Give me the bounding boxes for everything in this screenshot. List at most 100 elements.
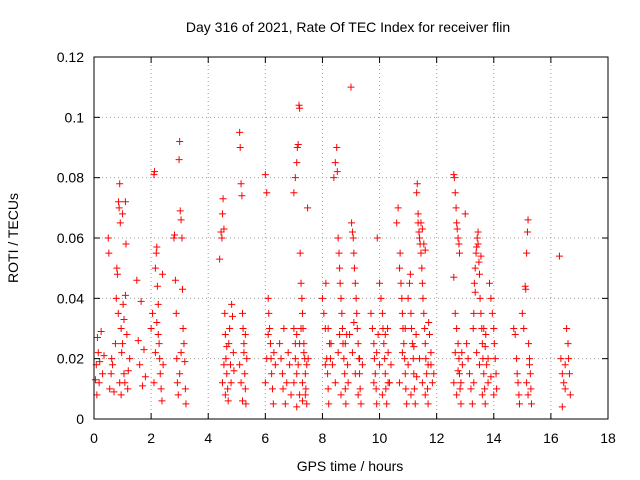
data-point-marker [93, 391, 101, 399]
data-point-marker [416, 234, 424, 242]
data-point-marker [156, 355, 164, 363]
data-point-marker [476, 294, 484, 302]
x-tick-label: 16 [543, 430, 559, 446]
data-point-marker [236, 361, 244, 369]
data-point-marker [514, 379, 522, 387]
data-point-marker [337, 294, 345, 302]
data-point-marker [109, 361, 117, 369]
data-point-marker [450, 379, 458, 387]
data-point-marker [398, 294, 406, 302]
data-point-marker [182, 400, 190, 408]
data-point-marker [453, 219, 461, 227]
data-point-marker [298, 309, 306, 317]
y-tick-label: 0.08 [57, 170, 84, 186]
data-point-marker [230, 367, 238, 375]
data-point-marker [491, 355, 499, 363]
data-point-marker [236, 128, 244, 136]
x-tick-label: 8 [319, 430, 327, 446]
data-point-marker [423, 370, 431, 378]
data-point-marker [298, 379, 306, 387]
data-point-marker [119, 300, 127, 308]
data-point-marker [526, 370, 534, 378]
data-point-marker [270, 349, 278, 357]
data-point-marker [333, 168, 341, 176]
data-point-marker [147, 325, 155, 332]
data-point-marker [324, 385, 332, 393]
data-point-marker [154, 300, 162, 308]
data-point-marker [473, 243, 481, 251]
data-point-marker [238, 309, 246, 317]
data-point-marker [296, 104, 304, 112]
data-point-marker [376, 279, 384, 287]
data-point-marker [221, 309, 229, 317]
data-point-marker [156, 370, 164, 378]
data-point-marker [151, 264, 159, 272]
data-points [91, 83, 574, 411]
data-point-marker [119, 340, 127, 348]
data-point-marker [97, 328, 105, 336]
data-point-marker [104, 234, 112, 242]
data-point-marker [523, 379, 531, 387]
x-tick-label: 14 [486, 430, 502, 446]
data-point-marker [454, 367, 462, 375]
data-point-marker [263, 355, 271, 363]
data-point-marker [96, 358, 104, 366]
data-point-marker [264, 294, 272, 302]
data-point-marker [410, 343, 418, 351]
axis-ticks: 0 2 4 6 8 10 12 14 16 18 0 0.02 0.04 0.06 0.08 0.1 0.12 [57, 49, 616, 446]
data-point-marker [410, 370, 418, 378]
data-point-marker [335, 249, 343, 257]
data-point-marker [354, 340, 362, 348]
data-point-marker [281, 400, 289, 408]
data-point-marker [488, 309, 496, 317]
data-point-marker [171, 276, 179, 284]
data-point-marker [348, 349, 356, 357]
data-point-marker [264, 331, 272, 339]
data-point-marker [421, 340, 429, 348]
data-point-marker [513, 355, 521, 363]
data-point-marker [159, 270, 167, 278]
data-point-marker [137, 297, 145, 305]
data-point-marker [178, 234, 186, 242]
data-point-marker [348, 219, 356, 227]
data-point-marker [381, 331, 389, 339]
data-point-marker [515, 400, 523, 408]
data-point-marker [381, 370, 389, 378]
data-point-marker [336, 264, 344, 272]
data-point-marker [334, 234, 342, 242]
data-point-marker [358, 361, 366, 369]
data-point-marker [170, 234, 178, 242]
y-tick-label: 0 [76, 411, 84, 427]
data-point-marker [171, 231, 179, 239]
data-point-marker [382, 385, 390, 393]
data-point-marker [338, 309, 346, 317]
data-point-marker [116, 219, 124, 227]
data-point-marker [265, 309, 273, 317]
data-point-marker [401, 355, 409, 363]
data-point-marker [304, 355, 312, 363]
data-point-marker [456, 370, 464, 378]
data-point-marker [396, 264, 404, 272]
data-point-marker [283, 379, 291, 387]
data-point-marker [261, 171, 269, 179]
data-point-marker [151, 349, 159, 357]
data-point-marker [297, 325, 305, 332]
data-point-marker [558, 403, 566, 411]
data-point-marker [461, 210, 469, 218]
data-point-marker [150, 171, 158, 179]
data-point-marker [158, 397, 166, 405]
data-point-marker [393, 219, 401, 227]
data-point-marker [240, 340, 248, 348]
data-point-marker [353, 309, 361, 317]
data-point-marker [374, 331, 382, 339]
data-point-marker [290, 379, 298, 387]
data-point-marker [458, 349, 466, 357]
x-tick-label: 12 [429, 430, 445, 446]
data-point-marker [413, 180, 421, 188]
data-point-marker [421, 246, 429, 254]
data-point-marker [296, 249, 304, 257]
data-point-marker [238, 397, 246, 405]
data-point-marker [176, 207, 184, 215]
data-point-marker [228, 312, 236, 320]
